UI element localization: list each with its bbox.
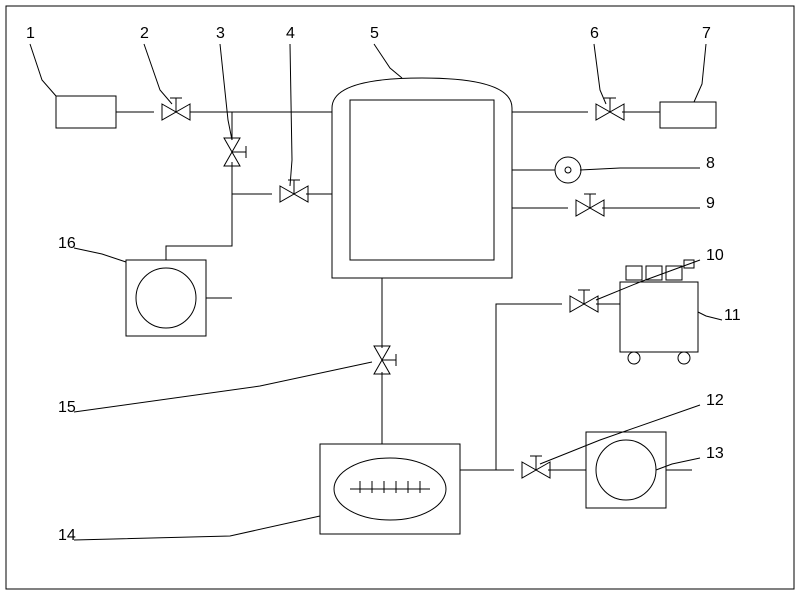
- label-n2: 2: [140, 25, 149, 42]
- label-n14: 14: [58, 527, 76, 544]
- leader-l7: [694, 44, 706, 102]
- leader-l14: [74, 516, 320, 540]
- component-1: [56, 96, 116, 128]
- label-n10: 10: [706, 247, 724, 264]
- leader-l6: [594, 44, 606, 104]
- valve-6: [596, 98, 624, 120]
- leader-l3: [220, 44, 232, 140]
- label-n13: 13: [706, 445, 724, 462]
- label-n7: 7: [702, 25, 711, 42]
- label-n3: 3: [216, 25, 225, 42]
- leader-l12: [540, 405, 700, 464]
- device-14: [320, 444, 460, 534]
- valve-9: [576, 194, 604, 216]
- unit-11: [620, 260, 698, 364]
- label-n11: 11: [724, 307, 741, 324]
- valve-12: [522, 456, 550, 478]
- leader-l4: [290, 44, 292, 186]
- connector-c_10line: [496, 304, 562, 470]
- leader-l11: [698, 312, 722, 320]
- label-n15: 15: [58, 399, 76, 416]
- valve-10: [570, 290, 598, 312]
- leader-l15: [74, 362, 372, 412]
- pump-13: [586, 432, 666, 508]
- label-n16: 16: [58, 235, 76, 252]
- label-n6: 6: [590, 25, 599, 42]
- leader-l5: [374, 44, 402, 78]
- label-n5: 5: [370, 25, 379, 42]
- leader-l16: [74, 248, 126, 262]
- pump-16: [126, 260, 206, 336]
- label-n12: 12: [706, 392, 724, 409]
- label-n4: 4: [286, 25, 295, 42]
- leader-l2: [144, 44, 172, 104]
- connectors: [116, 112, 692, 470]
- label-n8: 8: [706, 155, 715, 172]
- valve-4: [280, 180, 308, 202]
- valve-15: [374, 346, 396, 374]
- leader-l13: [656, 458, 700, 470]
- schematic-diagram: 12345678910111213141516: [0, 0, 800, 595]
- leader-lines: [30, 44, 722, 540]
- valve-2: [162, 98, 190, 120]
- component-7: [660, 102, 716, 128]
- connector-c_3_16: [166, 194, 232, 260]
- gauge-8: [555, 157, 581, 183]
- label-n1: 1: [26, 25, 35, 42]
- vessel-5: [332, 78, 512, 278]
- valve-3: [224, 138, 246, 166]
- leader-l8: [580, 168, 700, 170]
- leader-l1: [30, 44, 56, 96]
- label-n9: 9: [706, 195, 715, 212]
